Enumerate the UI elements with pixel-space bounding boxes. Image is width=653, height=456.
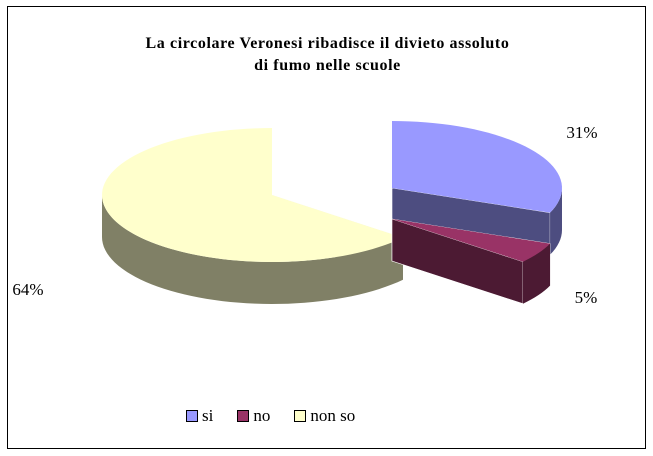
pie-chart: 31% 5% 64% (12, 121, 598, 307)
legend-item-si: si (186, 406, 213, 426)
data-label-non-so: 64% (12, 280, 43, 299)
legend-item-no: no (237, 406, 270, 426)
data-label-si: 31% (566, 123, 597, 142)
legend: si no non so (186, 404, 379, 428)
legend-swatch-no (237, 410, 250, 422)
pie-slice-rim-non-so (102, 195, 403, 304)
chart-title-line-2: di fumo nelle scuole (254, 57, 401, 74)
pie-slice-rim-no (522, 243, 551, 304)
pie-slice-top-no (392, 219, 551, 262)
pie-slices (102, 121, 562, 305)
legend-swatch-non-so (294, 410, 307, 422)
chart-title: La circolare Veronesi ribadisce il divie… (8, 33, 647, 77)
pie-slice-rim-si (550, 188, 562, 255)
chart-title-line-1: La circolare Veronesi ribadisce il divie… (145, 35, 510, 52)
pie-slice-top-si (392, 121, 562, 213)
legend-label-non-so: non so (310, 406, 356, 425)
legend-label-no: no (253, 406, 271, 425)
legend-label-si: si (202, 406, 214, 425)
chart-frame: La circolare Veronesi ribadisce il divie… (7, 6, 646, 449)
data-label-no: 5% (575, 288, 598, 307)
pie-slice-top-non-so (102, 128, 403, 262)
legend-swatch-si (186, 410, 198, 422)
pie-slice-no (391, 218, 551, 305)
pie-slice-non-so (102, 128, 404, 304)
legend-item-non-so: non so (294, 406, 355, 426)
